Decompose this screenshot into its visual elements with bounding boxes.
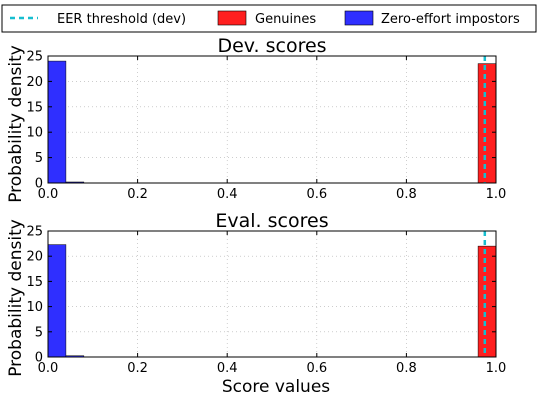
legend-threshold-label: EER threshold (dev) (57, 12, 186, 27)
x-tick-label: 0.8 (396, 361, 417, 376)
dev-scores-panel: 0.0 0.2 0.4 0.6 0.8 1.0 0 5 10 15 20 25 Dev. scores (26, 35, 506, 202)
legend: EER threshold (dev) Genuines Zero-effort… (1, 4, 537, 33)
x-tick-label: 0.2 (127, 187, 148, 202)
y-tick-label: 5 (35, 325, 43, 340)
y-tick-label: 25 (26, 50, 43, 65)
y-axis-label-top: Probability density (6, 45, 26, 203)
x-tick-label: 0.4 (217, 187, 238, 202)
x-tick-label: 0.6 (306, 361, 327, 376)
x-tick-label: 0.0 (38, 187, 59, 202)
x-tick-label: 0.4 (217, 361, 238, 376)
plot-area (48, 231, 496, 357)
axes-frame (47, 55, 497, 184)
y-tick-label: 5 (35, 151, 43, 166)
y-tick-label: 25 (26, 225, 43, 240)
y-tick-label: 20 (26, 250, 43, 265)
y-tick-label: 10 (26, 300, 43, 315)
y-tick-label: 0 (35, 177, 43, 192)
x-tick-label: 1.0 (486, 187, 507, 202)
y-tick-label: 10 (26, 126, 43, 141)
x-tick-label: 1.0 (486, 361, 507, 376)
x-tick-label: 0.0 (38, 361, 59, 376)
axes-frame (47, 230, 497, 358)
legend-genuines-label: Genuines (255, 12, 316, 27)
y-tick-label: 0 (35, 351, 43, 366)
y-axis-label-bottom: Probability density (6, 219, 26, 377)
chart-title: Dev. scores (217, 35, 326, 57)
histogram-bar (47, 244, 67, 358)
legend-impostors-swatch (344, 10, 374, 26)
x-tick-label: 0.6 (306, 187, 327, 202)
y-tick-label: 20 (26, 75, 43, 90)
legend-impostors-label: Zero-effort impostors (381, 12, 520, 27)
y-tick-label: 15 (26, 275, 43, 290)
chart-title: Eval. scores (215, 210, 328, 232)
legend-frame (1, 4, 537, 33)
y-tick-label: 15 (26, 100, 43, 115)
x-tick-label: 0.8 (396, 187, 417, 202)
legend-genuines-swatch (217, 10, 247, 26)
x-axis-label: Score values (222, 377, 330, 397)
x-tick-label: 0.2 (127, 361, 148, 376)
histogram-bar (477, 245, 497, 358)
histogram-bar (47, 60, 67, 184)
eval-scores-panel: 0.0 0.2 0.4 0.6 0.8 1.0 0 5 10 15 20 25 Eval. scores (26, 210, 506, 376)
plot-area (48, 56, 496, 183)
